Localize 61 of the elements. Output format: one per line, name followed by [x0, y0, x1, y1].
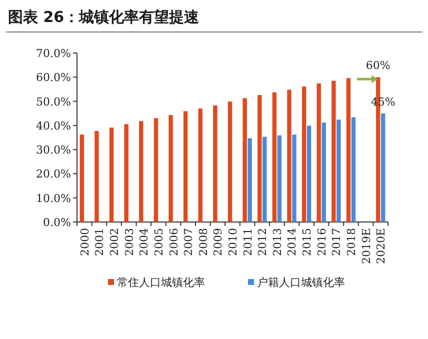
bar [183, 111, 188, 222]
bar [322, 122, 326, 222]
x-tick-label: 2018 [344, 228, 358, 256]
x-tick-label: 2007 [182, 228, 196, 256]
bar [242, 98, 247, 222]
y-tick-label: 70.0% [36, 47, 71, 60]
x-tick-label: 2000 [78, 228, 92, 256]
bar [262, 136, 267, 222]
x-tick-label: 2005 [152, 228, 166, 256]
bar [287, 90, 292, 222]
y-tick-label: 20.0% [36, 168, 71, 181]
bar [248, 138, 252, 222]
bar [228, 102, 232, 222]
bar [168, 115, 173, 222]
x-tick-label: 2011 [241, 228, 254, 256]
legend-label: 户籍人口城镇化率 [257, 276, 345, 289]
x-tick-label: 2012 [256, 228, 270, 256]
y-tick-label: 40.0% [36, 119, 71, 132]
x-tick-label: 2008 [196, 228, 210, 256]
bar [346, 78, 351, 222]
x-tick-label: 2001 [93, 228, 106, 256]
bar [154, 118, 158, 222]
x-tick-label: 2003 [122, 228, 136, 256]
x-tick-label: 2017 [330, 228, 344, 256]
y-tick-label: 50.0% [36, 95, 71, 108]
y-tick-label: 10.0% [36, 192, 71, 205]
bar [80, 134, 84, 222]
chart-title: 图表 26：城镇化率有望提速 [8, 8, 200, 26]
bar [302, 86, 306, 222]
bar [380, 113, 386, 222]
x-tick-label: 2015 [300, 228, 314, 256]
bar [272, 92, 277, 222]
y-tick-label: 60.0% [36, 71, 71, 84]
bar [336, 120, 341, 222]
x-tick-label: 2019E [360, 228, 373, 264]
x-tick-label: 2009 [212, 228, 225, 256]
x-tick-label: 2014 [286, 228, 299, 256]
bar [258, 95, 262, 222]
bar [306, 126, 312, 222]
x-tick-label: 2002 [108, 228, 122, 256]
bar [198, 108, 202, 222]
bar [292, 134, 296, 222]
x-tick-label: 2016 [315, 228, 328, 256]
bar [332, 80, 336, 222]
bar [351, 117, 356, 222]
data-label: 60% [366, 59, 390, 72]
bar [213, 105, 218, 222]
x-tick-label: 2004 [138, 228, 151, 256]
bar [94, 130, 99, 222]
bar [139, 121, 144, 222]
bar [109, 128, 114, 222]
y-tick-label: 0.0% [43, 216, 71, 229]
x-tick-label: 2013 [270, 228, 284, 256]
bar [277, 135, 282, 222]
bar [124, 124, 128, 222]
x-tick-label: 2010 [226, 228, 240, 256]
x-tick-label: 2006 [167, 228, 180, 256]
x-tick-label: 2020E [374, 228, 388, 264]
y-tick-label: 30.0% [36, 144, 71, 157]
legend-label: 常住人口城镇化率 [117, 276, 205, 289]
bar [316, 83, 321, 222]
